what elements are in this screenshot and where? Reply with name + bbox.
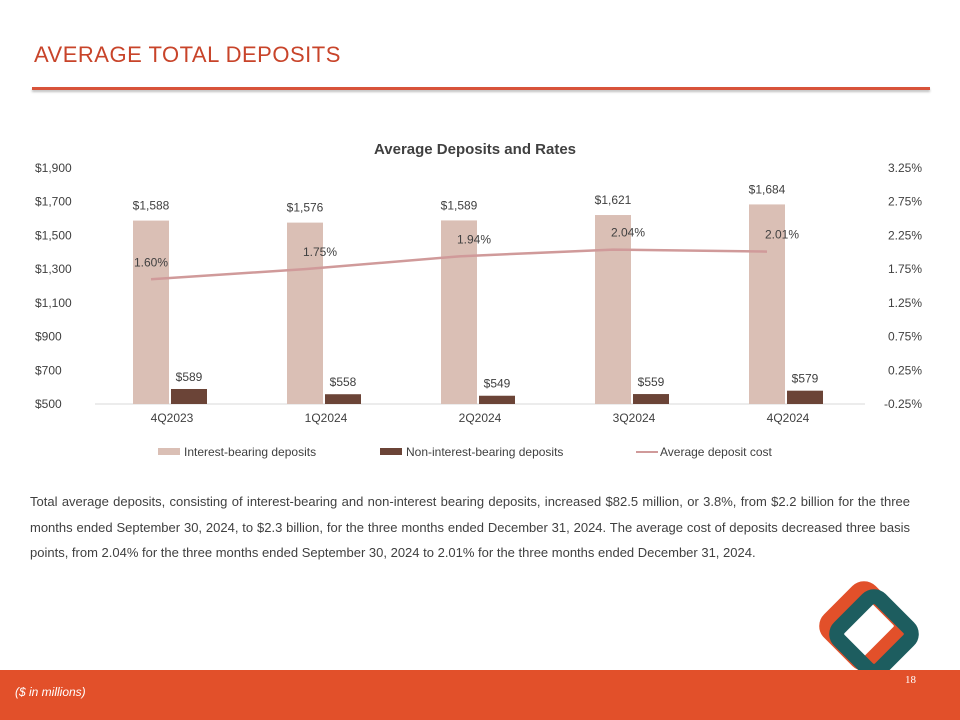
- y-right-tick-label: 2.75%: [888, 195, 922, 209]
- y-right-tick-label: 0.25%: [888, 363, 922, 377]
- bar-non-interest-bearing: [633, 394, 669, 404]
- y-left-tick-label: $1,300: [35, 262, 72, 276]
- legend-swatch-interest-bearing: [158, 448, 180, 455]
- y-left-tick-label: $1,900: [35, 161, 72, 175]
- footer-bar: ($ in millions) 18: [0, 670, 960, 720]
- x-tick-label: 4Q2024: [767, 411, 810, 425]
- bar-value-label: $1,589: [441, 198, 478, 212]
- bar-value-label: $579: [792, 372, 819, 386]
- bar-value-label: $559: [638, 375, 665, 389]
- y-right-tick-label: 2.25%: [888, 228, 922, 242]
- y-left-tick-label: $700: [35, 363, 62, 377]
- slide-title: AVERAGE TOTAL DEPOSITS: [34, 42, 341, 67]
- bar-value-label: $589: [176, 370, 203, 384]
- x-tick-label: 1Q2024: [305, 411, 348, 425]
- y-left-tick-label: $1,100: [35, 296, 72, 310]
- bar-non-interest-bearing: [479, 395, 515, 404]
- y-right-tick-label: 3.25%: [888, 161, 922, 175]
- line-value-label: 2.04%: [611, 226, 645, 240]
- legend-label: Average deposit cost: [660, 445, 773, 459]
- line-value-label: 1.94%: [457, 232, 491, 246]
- y-right-tick-label: -0.25%: [884, 397, 922, 411]
- bar-non-interest-bearing: [325, 394, 361, 404]
- bar-value-label: $1,576: [287, 201, 324, 215]
- page-number: 18: [905, 674, 916, 686]
- body-paragraph: Total average deposits, consisting of in…: [30, 494, 910, 560]
- chart-title: Average Deposits and Rates: [374, 141, 576, 158]
- bar-non-interest-bearing: [787, 390, 823, 404]
- x-tick-label: 4Q2023: [151, 411, 194, 425]
- x-tick-label: 3Q2024: [613, 411, 656, 425]
- y-left-tick-label: $900: [35, 330, 62, 344]
- bar-interest-bearing: [749, 204, 785, 404]
- units-footnote: ($ in millions): [15, 685, 86, 699]
- bar-value-label: $1,684: [749, 182, 786, 196]
- y-left-tick-label: $1,700: [35, 195, 72, 209]
- bar-value-label: $549: [484, 377, 511, 391]
- bar-non-interest-bearing: [171, 388, 207, 404]
- legend-label: Non-interest-bearing deposits: [406, 445, 563, 459]
- bar-interest-bearing: [595, 215, 631, 404]
- bar-value-label: $1,621: [595, 193, 632, 207]
- y-right-tick-label: 1.75%: [888, 262, 922, 276]
- bar-interest-bearing: [133, 220, 169, 404]
- line-value-label: 2.01%: [765, 228, 799, 242]
- legend-label: Interest-bearing deposits: [184, 445, 316, 459]
- y-left-tick-label: $1,500: [35, 228, 72, 242]
- line-value-label: 1.60%: [134, 255, 168, 269]
- legend-swatch-non-interest-bearing: [380, 448, 402, 455]
- bar-value-label: $1,588: [133, 199, 170, 213]
- y-right-tick-label: 0.75%: [888, 330, 922, 344]
- line-value-label: 1.75%: [303, 245, 337, 259]
- title-divider: [32, 87, 930, 90]
- y-left-tick-label: $500: [35, 397, 62, 411]
- deposits-chart: Average Deposits and Rates $500 $700 $900 $1…: [35, 141, 922, 459]
- bar-interest-bearing: [441, 220, 477, 404]
- line-average-deposit-cost: [150, 248, 768, 281]
- diamond-logo-icon: [819, 581, 919, 679]
- y-right-tick-label: 1.25%: [888, 296, 922, 310]
- bar-interest-bearing: [287, 222, 323, 404]
- logo-teal-diamond: [829, 589, 919, 679]
- x-tick-label: 2Q2024: [459, 411, 502, 425]
- bar-value-label: $558: [330, 375, 357, 389]
